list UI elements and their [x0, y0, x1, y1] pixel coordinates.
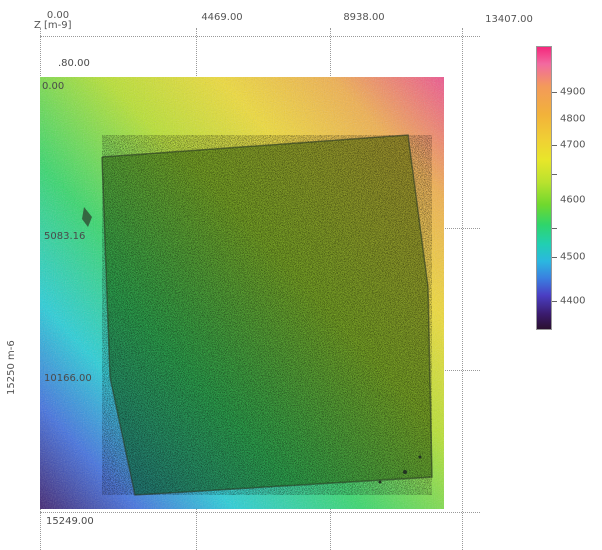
z-axis-label: Z [m-9] — [34, 20, 72, 31]
y-label-bottom: 15249.00 — [46, 516, 94, 527]
colorbar-label-3: 4600 — [560, 194, 586, 206]
side-axis-label: 15250 m-6 — [6, 340, 17, 395]
y-label-zero: 0.00 — [42, 81, 65, 92]
colorbar-tick-1 — [552, 145, 557, 146]
y-label-mid2: 10166.00 — [44, 373, 92, 384]
colorbar-tick-3 — [552, 228, 557, 229]
colorbar-tick-5 — [552, 301, 557, 302]
y-label-mid1: 5083.16 — [44, 231, 86, 242]
colorbar-label-0: 4900 — [560, 86, 586, 98]
colorbar-tick-4 — [552, 257, 557, 258]
colorbar-tick-2 — [552, 174, 557, 175]
colorbar-label-5: 4400 — [560, 295, 586, 307]
grid-vline-3 — [462, 28, 463, 550]
color-scale-bar — [536, 46, 552, 330]
colorbar-label-2: 4700 — [560, 139, 586, 151]
colorbar-label-1: 4800 — [560, 113, 586, 125]
colorbar-tick-0 — [552, 92, 557, 93]
colorbar-label-4: 4500 — [560, 251, 586, 263]
y-label-top: .80.00 — [58, 58, 90, 69]
height-map-image — [40, 77, 444, 509]
grid-hline-top — [40, 36, 480, 37]
top-tick-label-3: 13407.00 — [485, 14, 533, 25]
top-tick-label-0: 0.00 — [46, 10, 70, 21]
top-tick-label-1: 4469.00 — [201, 12, 243, 23]
grid-hline-3 — [40, 512, 480, 513]
top-tick-label-2: 8938.00 — [343, 12, 385, 23]
